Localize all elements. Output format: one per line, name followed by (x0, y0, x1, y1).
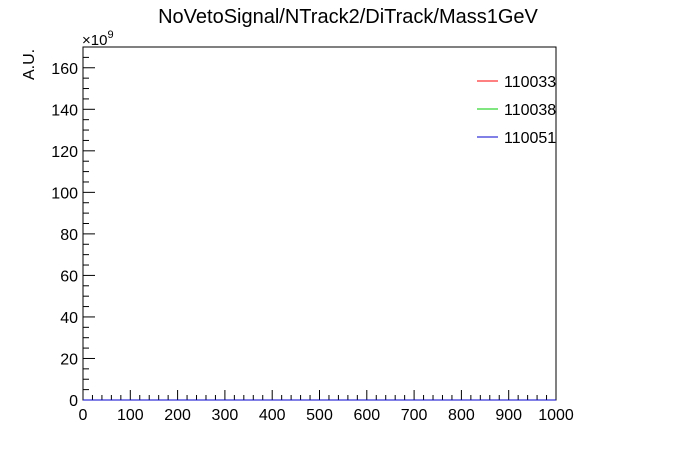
y-tick-label: 100 (51, 185, 78, 202)
x-tick-label: 600 (353, 407, 380, 424)
y-axis: 0 20 40 60 80 100 120 140 160 (51, 46, 95, 410)
x-tick-label: 900 (495, 407, 522, 424)
x-tick-label: 300 (212, 407, 239, 424)
y-tick-label: 160 (51, 61, 78, 78)
x-tick-label: 100 (117, 407, 144, 424)
x-tick-label: 500 (306, 407, 333, 424)
x-tick-label: 800 (448, 407, 475, 424)
y-multiplier-exponent: 9 (107, 29, 113, 41)
y-tick-label: 80 (60, 227, 78, 244)
x-axis: 0 100 200 300 400 500 600 700 800 900 1000 (79, 390, 574, 424)
legend-label: 110051 (504, 130, 556, 147)
chart-title: NoVetoSignal/NTrack2/DiTrack/Mass1GeV (158, 6, 538, 28)
y-axis-label: A.U. (21, 49, 38, 80)
x-tick-label: 400 (259, 407, 286, 424)
legend-label: 110033 (504, 74, 556, 91)
x-tick-label: 200 (164, 407, 191, 424)
legend-label: 110038 (504, 102, 556, 119)
plot-frame (82, 46, 557, 401)
x-tick-label: 0 (79, 407, 88, 424)
y-tick-label: 60 (60, 268, 78, 285)
y-tick-label: 0 (69, 393, 78, 410)
x-tick-label: 1000 (538, 407, 574, 424)
y-axis-multiplier: ×109 (82, 29, 114, 49)
x-tick-label: 700 (401, 407, 428, 424)
y-multiplier-base: ×10 (82, 32, 107, 49)
legend: 110033 110038 110051 (477, 74, 556, 147)
y-tick-label: 140 (51, 102, 78, 119)
y-tick-label: 40 (60, 310, 78, 327)
y-tick-label: 120 (51, 144, 78, 161)
y-tick-label: 20 (60, 351, 78, 368)
